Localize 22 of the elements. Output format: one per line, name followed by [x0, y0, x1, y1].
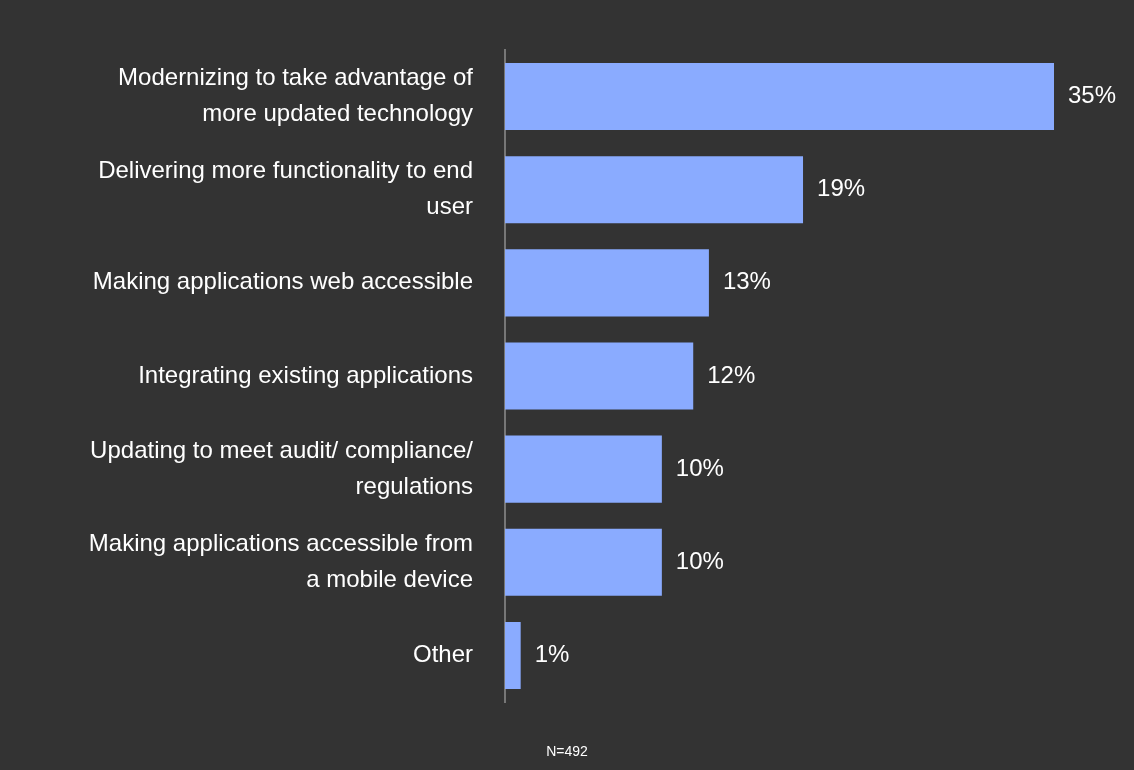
data-label: 10% [675, 546, 724, 574]
bar [505, 156, 804, 224]
text: N=492 [546, 742, 589, 759]
y-tick-label: Making applications web accessible [92, 267, 473, 295]
data-label: 10% [675, 453, 724, 481]
y-tick-label: Modernizing to take advantage of more updated technology [118, 63, 474, 127]
bar [505, 63, 1054, 131]
bar [505, 342, 694, 410]
bar [505, 435, 662, 503]
data-label: 19% [817, 174, 866, 202]
data-label: 1% [534, 640, 570, 668]
data-label: 12% [707, 360, 756, 388]
y-tick-label: Delivering more functionality to end user [98, 156, 474, 220]
y-tick-label: Other [412, 640, 473, 668]
data-label: 13% [722, 267, 771, 295]
bar [505, 621, 521, 689]
bar [505, 528, 662, 596]
data-label: 35% [1068, 81, 1117, 109]
y-tick-label: Making applications accessible from a mobile device [88, 528, 473, 592]
y-tick-label: Updating to meet audit/ compliance/ regulations [90, 435, 474, 499]
y-tick-label: Integrating existing applications [138, 360, 473, 388]
bar [505, 249, 709, 317]
